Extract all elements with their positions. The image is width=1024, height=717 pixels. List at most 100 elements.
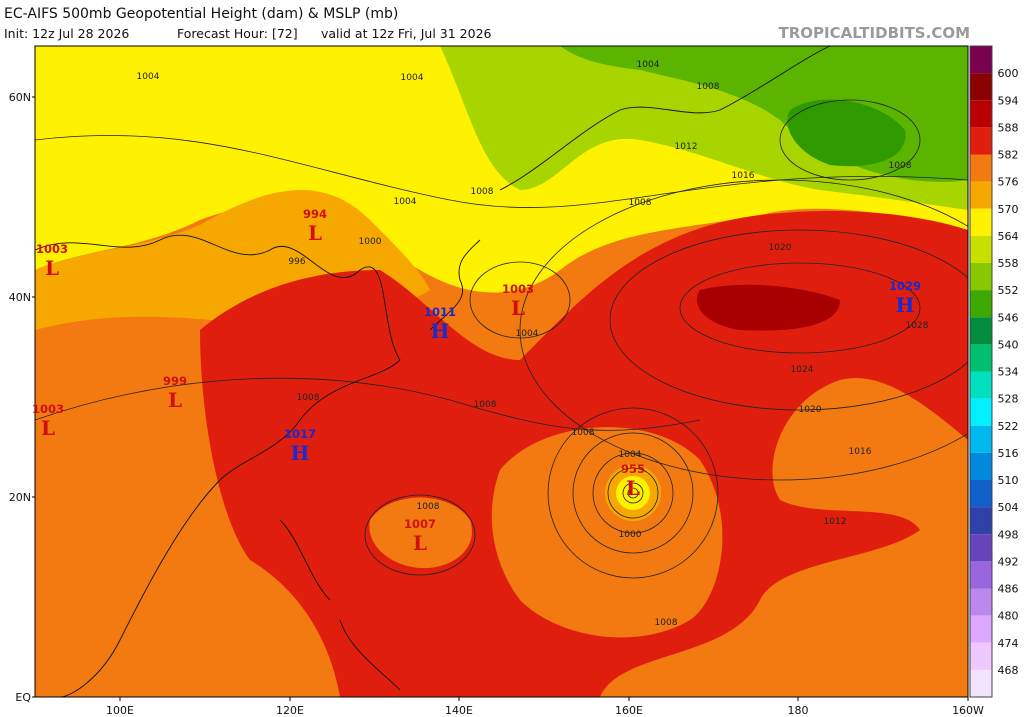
colorbar-cap [970, 46, 992, 74]
center-value: 1003 [32, 402, 64, 416]
colorbar-label: 540 [998, 338, 1019, 351]
colorbar-cell [970, 181, 992, 209]
center-letter: L [308, 221, 322, 245]
colorbar-cell [970, 398, 992, 426]
center-letter: L [41, 416, 55, 440]
map-field [34, 45, 969, 698]
colorbar-cell [970, 317, 992, 345]
center-value: 1029 [889, 279, 921, 293]
colorbar-cell [970, 561, 992, 589]
colorbar-frame [969, 45, 993, 698]
colorbar-cell [970, 235, 992, 263]
colorbar-label: 516 [998, 447, 1019, 460]
colorbar-label: 600 [998, 67, 1019, 80]
colorbar-label: 528 [998, 393, 1019, 406]
colorbar-cell [970, 534, 992, 562]
colorbar-label: 576 [998, 176, 1019, 189]
colorbar-label: 498 [998, 528, 1019, 541]
center-value: 1017 [284, 427, 316, 441]
colorbar-label: 510 [998, 474, 1019, 487]
lat-label: 20N [9, 491, 31, 504]
isobar-label: 1008 [889, 161, 912, 171]
isobar-label: 1004 [516, 329, 539, 339]
center-value: 1003 [502, 282, 534, 296]
colorbar-cell [970, 642, 992, 670]
lat-label: EQ [15, 691, 31, 704]
colorbar-label: 492 [998, 555, 1019, 568]
center-value: 1003 [36, 242, 68, 256]
colorbar-label: 504 [998, 501, 1019, 514]
colorbar-cell [970, 263, 992, 291]
colorbar-label: 570 [998, 203, 1019, 216]
isobar-label: 1012 [824, 517, 847, 527]
forecast-hour: Forecast Hour: [72] [177, 26, 298, 41]
center-letter: L [626, 476, 640, 500]
colorbar-label: 582 [998, 149, 1019, 162]
colorbar-label: 588 [998, 121, 1019, 134]
center-letter: H [896, 293, 915, 317]
lon-label: 140E [445, 704, 473, 717]
isobar-label: 1008 [471, 187, 494, 197]
colorbar-cell [970, 507, 992, 535]
center-value: 999 [163, 374, 187, 388]
colorbar-label: 480 [998, 610, 1019, 623]
isobar-label: 996 [288, 257, 305, 267]
isobar-label: 1000 [619, 530, 642, 540]
init-time: Init: 12z Jul 28 2026 [4, 26, 129, 41]
center-value: 994 [303, 207, 327, 221]
isobar-label: 1008 [697, 82, 720, 92]
colorbar-label: 534 [998, 366, 1019, 379]
isobar-label: 1008 [297, 393, 320, 403]
lat-label: 40N [9, 291, 31, 304]
center-letter: L [511, 296, 525, 320]
center-value: 1007 [404, 517, 436, 531]
colorbar-cell [970, 154, 992, 182]
isobar-label: 1016 [849, 447, 872, 457]
isobar-label: 1004 [637, 60, 660, 70]
lon-label: 120E [276, 704, 304, 717]
isobar-label: 1008 [417, 502, 440, 512]
colorbar-label: 522 [998, 420, 1019, 433]
center-letter: H [431, 319, 450, 343]
colorbar-cell [970, 425, 992, 453]
isobar-label: 1004 [619, 450, 642, 460]
isobar-label: 1028 [906, 321, 929, 331]
isobar-label: 1004 [401, 73, 424, 83]
colorbar-label: 546 [998, 311, 1019, 324]
colorbar-label: 564 [998, 230, 1019, 243]
colorbar-cell [970, 371, 992, 399]
isobar-label: 1012 [675, 142, 698, 152]
center-letter: L [45, 256, 59, 280]
colorbar-cell [970, 615, 992, 643]
colorbar-label: 486 [998, 583, 1019, 596]
colorbar-label: 552 [998, 284, 1019, 297]
colorbar-cell [970, 669, 992, 697]
center-letter: L [168, 388, 182, 412]
colorbar-cell [970, 452, 992, 480]
colorbar-cell [970, 208, 992, 236]
isobar-label: 1008 [572, 428, 595, 438]
isobar-label: 1020 [769, 243, 792, 253]
colorbar-cell [970, 100, 992, 128]
lon-label: 160W [952, 704, 984, 717]
isobar-label: 1016 [732, 171, 755, 181]
colorbar-cell [970, 73, 992, 101]
title: EC-AIFS 500mb Geopotential Height (dam) … [4, 6, 398, 22]
isobar-label: 1008 [474, 400, 497, 410]
colorbar-cell [970, 290, 992, 318]
isobar-label: 1004 [137, 72, 160, 82]
lon-label: 160E [615, 704, 643, 717]
isobar-label: 1008 [629, 198, 652, 208]
center-value: 1011 [424, 305, 456, 319]
colorbar-label: 558 [998, 257, 1019, 270]
center-value: 955 [621, 462, 645, 476]
isobar-label: 1008 [655, 618, 678, 628]
isobar-label: 1020 [799, 405, 822, 415]
isobar-label: 1000 [359, 237, 382, 247]
lon-label: 100E [106, 704, 134, 717]
isobar-label: 1024 [791, 365, 814, 375]
lon-label: 180 [788, 704, 809, 717]
valid-time: valid at 12z Fri, Jul 31 2026 [321, 26, 492, 41]
